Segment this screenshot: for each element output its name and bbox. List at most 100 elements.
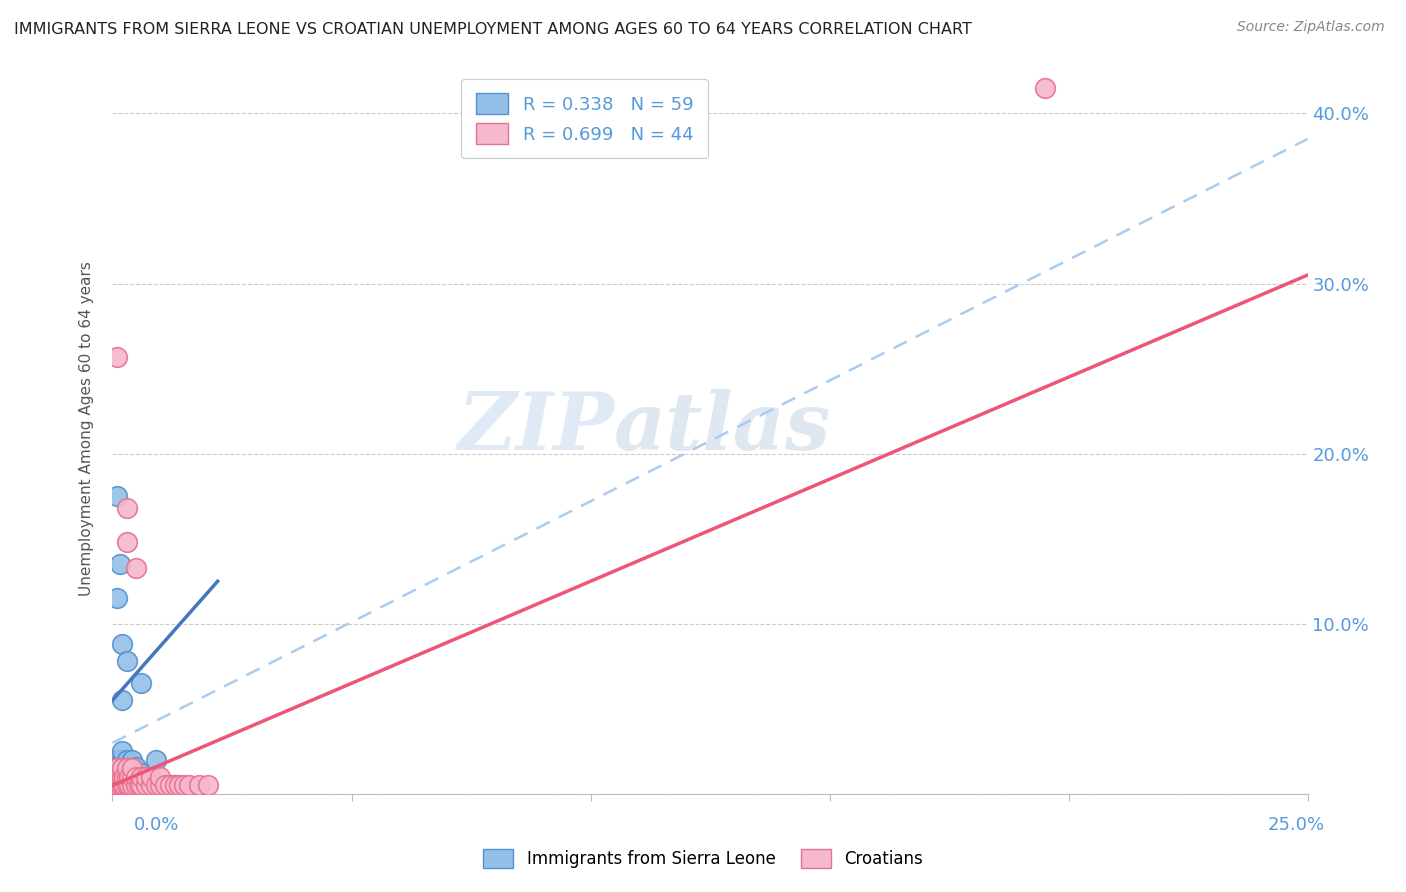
Point: [114, 766, 135, 780]
Point: [139, 778, 162, 792]
Point: [145, 778, 167, 792]
Point: [129, 676, 152, 690]
Point: [105, 775, 128, 789]
Point: [114, 778, 135, 792]
Point: [125, 759, 148, 773]
Point: [135, 778, 157, 792]
Point: [115, 535, 138, 549]
Point: [115, 759, 138, 773]
Point: [149, 778, 172, 792]
Point: [115, 778, 138, 792]
Text: 0.0%: 0.0%: [134, 816, 179, 834]
Point: [108, 766, 131, 780]
Legend: Immigrants from Sierra Leone, Croatians: Immigrants from Sierra Leone, Croatians: [477, 843, 929, 875]
Point: [118, 773, 141, 788]
Point: [118, 766, 141, 780]
Point: [125, 560, 148, 574]
Point: [105, 778, 128, 792]
Point: [121, 759, 143, 773]
Point: [121, 766, 143, 780]
Point: [118, 778, 141, 792]
Point: [139, 778, 162, 792]
Point: [118, 778, 141, 792]
Text: Source: ZipAtlas.com: Source: ZipAtlas.com: [1237, 20, 1385, 34]
Point: [105, 591, 128, 606]
Point: [118, 770, 141, 784]
Text: atlas: atlas: [614, 390, 832, 467]
Point: [111, 759, 134, 773]
Point: [105, 489, 128, 503]
Point: [115, 761, 138, 775]
Point: [125, 770, 148, 784]
Point: [111, 778, 134, 792]
Point: [115, 654, 138, 668]
Y-axis label: Unemployment Among Ages 60 to 64 years: Unemployment Among Ages 60 to 64 years: [79, 260, 94, 596]
Point: [122, 773, 145, 788]
Point: [122, 778, 145, 792]
Point: [114, 759, 135, 773]
Point: [111, 761, 134, 775]
Point: [111, 778, 134, 792]
Point: [128, 778, 150, 792]
Point: [104, 778, 127, 792]
Point: [129, 778, 152, 792]
Point: [135, 770, 157, 784]
Point: [121, 770, 143, 784]
Point: [149, 770, 172, 784]
Point: [108, 778, 131, 792]
Point: [125, 773, 148, 788]
Point: [111, 770, 134, 784]
Point: [111, 766, 134, 780]
Point: [169, 778, 191, 792]
Point: [121, 778, 143, 792]
Point: [163, 778, 186, 792]
Point: [187, 778, 209, 792]
Point: [114, 773, 135, 788]
Point: [105, 761, 128, 775]
Point: [177, 778, 200, 792]
Point: [115, 501, 138, 516]
Point: [105, 764, 128, 779]
Text: ZIP: ZIP: [457, 390, 614, 467]
Point: [115, 778, 138, 792]
Text: IMMIGRANTS FROM SIERRA LEONE VS CROATIAN UNEMPLOYMENT AMONG AGES 60 TO 64 YEARS : IMMIGRANTS FROM SIERRA LEONE VS CROATIAN…: [14, 22, 972, 37]
Point: [105, 350, 128, 364]
Point: [159, 778, 181, 792]
Point: [108, 770, 131, 784]
Point: [1033, 81, 1056, 95]
Point: [104, 778, 127, 792]
Point: [153, 778, 176, 792]
Point: [149, 778, 172, 792]
Point: [105, 753, 128, 767]
Point: [105, 770, 128, 784]
Point: [108, 773, 131, 788]
Point: [159, 778, 181, 792]
Point: [111, 773, 134, 788]
Legend: R = 0.338   N = 59, R = 0.699   N = 44: R = 0.338 N = 59, R = 0.699 N = 44: [461, 78, 707, 159]
Point: [135, 773, 157, 788]
Point: [125, 766, 148, 780]
Point: [145, 778, 167, 792]
Point: [163, 778, 186, 792]
Point: [111, 693, 134, 707]
Point: [115, 753, 138, 767]
Point: [129, 773, 152, 788]
Point: [125, 778, 148, 792]
Point: [108, 778, 131, 792]
Point: [111, 637, 134, 651]
Point: [173, 778, 195, 792]
Point: [108, 558, 131, 572]
Point: [139, 770, 162, 784]
Point: [115, 766, 138, 780]
Point: [111, 753, 134, 767]
Point: [153, 778, 176, 792]
Point: [121, 778, 143, 792]
Point: [145, 753, 167, 767]
Point: [105, 770, 128, 784]
Point: [115, 770, 138, 784]
Point: [115, 773, 138, 788]
Point: [128, 778, 150, 792]
Point: [121, 773, 143, 788]
Point: [129, 770, 152, 784]
Point: [129, 778, 152, 792]
